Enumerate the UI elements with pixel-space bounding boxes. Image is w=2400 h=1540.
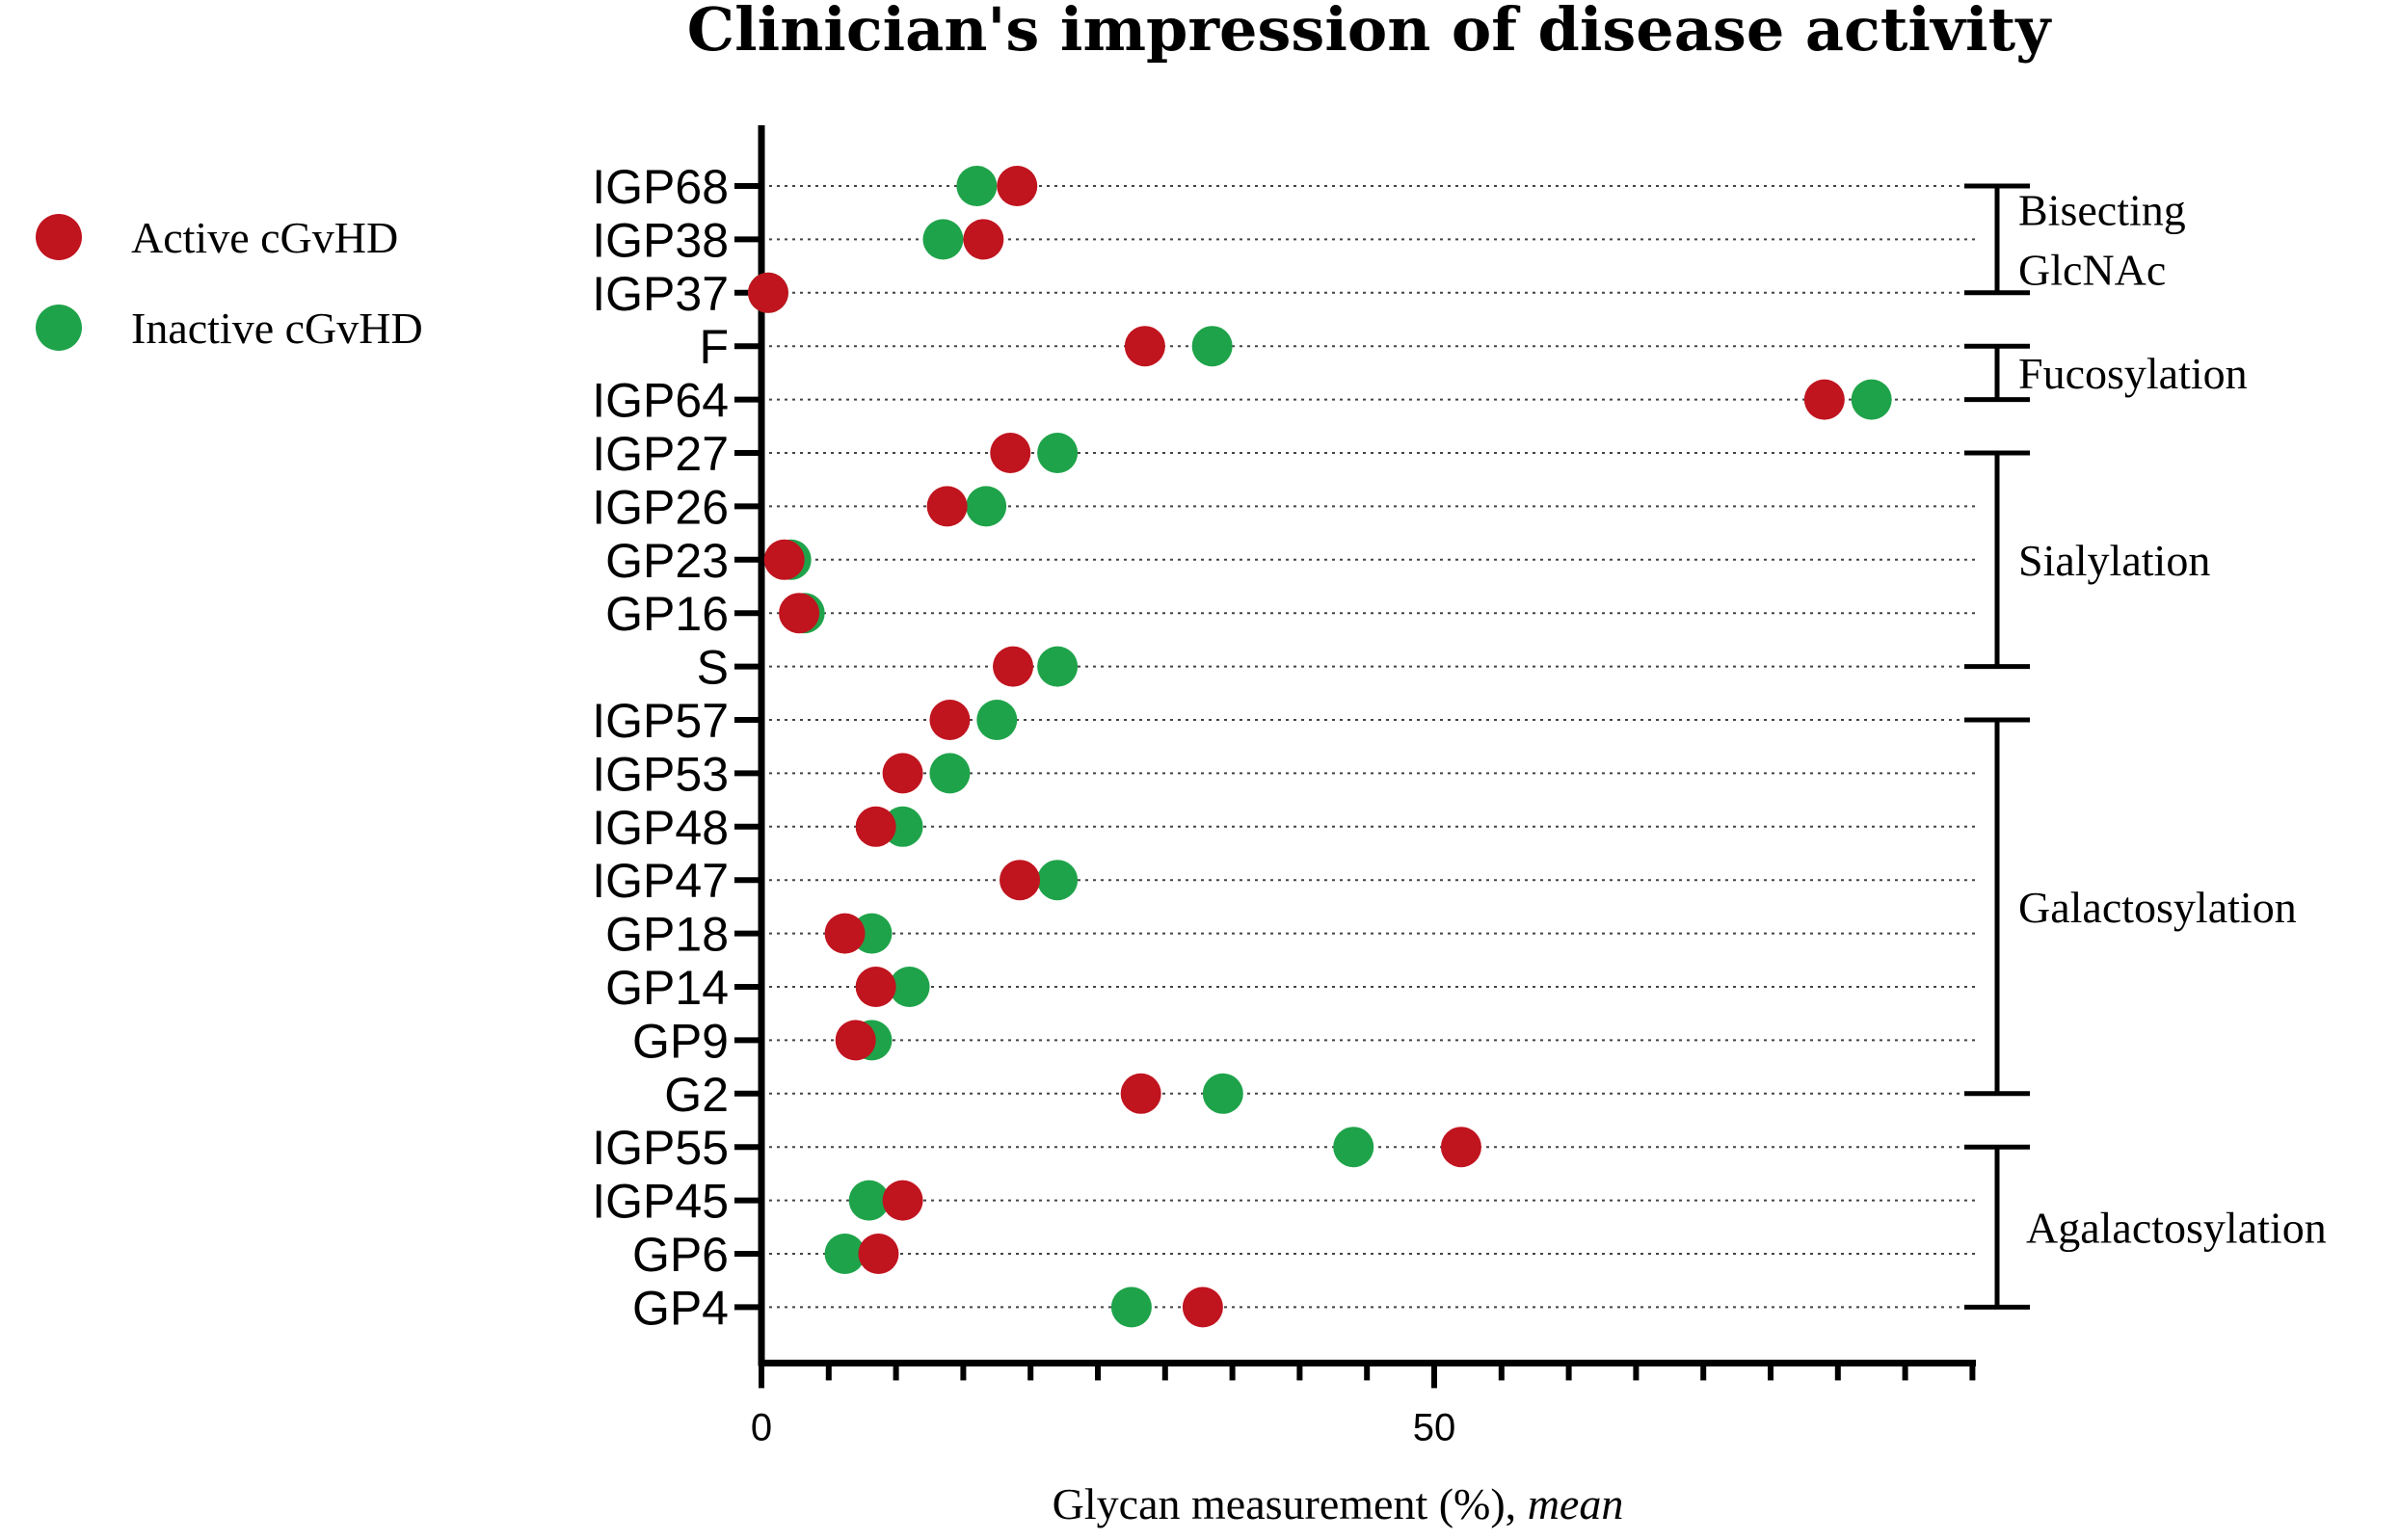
group-label-glcnac: GlcNAc xyxy=(2018,245,2166,294)
point-active-s xyxy=(993,646,1034,687)
category-label-igp57: IGP57 xyxy=(592,694,729,748)
point-inactive-g2 xyxy=(1202,1073,1243,1114)
point-active-gp6 xyxy=(858,1234,899,1274)
legend: Active cGvHD Inactive cGvHD xyxy=(36,213,423,353)
point-active-igp64 xyxy=(1803,379,1845,420)
legend-label-inactive: Inactive cGvHD xyxy=(131,304,423,353)
category-label-f: F xyxy=(699,320,729,374)
point-active-igp37 xyxy=(747,272,788,313)
category-label-igp45: IGP45 xyxy=(592,1175,729,1229)
group-bracket-fucosylation xyxy=(1964,343,2030,403)
point-active-gp16 xyxy=(779,593,820,634)
point-active-gp23 xyxy=(763,539,805,580)
point-active-igp57 xyxy=(929,700,971,740)
category-label-igp68: IGP68 xyxy=(592,160,729,214)
category-label-gp6: GP6 xyxy=(632,1228,729,1282)
category-label-gp4: GP4 xyxy=(632,1281,729,1335)
category-label-gp14: GP14 xyxy=(605,961,729,1015)
point-inactive-igp38 xyxy=(922,219,964,260)
group-label-bisecting: Bisecting xyxy=(2018,185,2186,234)
point-inactive-igp27 xyxy=(1037,433,1079,473)
group-bracket-agalactosylation xyxy=(1964,1144,2030,1310)
point-active-igp47 xyxy=(1000,860,1041,901)
legend-marker-inactive xyxy=(36,305,82,351)
category-label-igp27: IGP27 xyxy=(592,427,729,481)
category-label-gp16: GP16 xyxy=(605,587,729,641)
chart-title: Clinician's impression of disease activi… xyxy=(687,0,2052,65)
x-tick-labels: 0 50 xyxy=(751,1406,1455,1448)
category-label-igp47: IGP47 xyxy=(592,854,729,908)
point-active-igp55 xyxy=(1440,1127,1481,1168)
point-active-gp14 xyxy=(855,967,896,1007)
point-active-f xyxy=(1124,326,1165,367)
category-label-gp18: GP18 xyxy=(605,908,729,962)
point-inactive-igp64 xyxy=(1851,379,1892,420)
x-tick-label-50: 50 xyxy=(1413,1406,1456,1448)
point-inactive-igp53 xyxy=(929,753,971,794)
category-label-gp9: GP9 xyxy=(632,1014,729,1068)
point-active-igp45 xyxy=(882,1180,923,1221)
point-active-igp27 xyxy=(990,433,1031,473)
category-label-igp38: IGP38 xyxy=(592,213,729,267)
data-points xyxy=(747,166,1892,1328)
category-label-igp37: IGP37 xyxy=(592,267,729,321)
group-bracket-bisecting-glcnac xyxy=(1964,183,2030,296)
point-active-gp4 xyxy=(1182,1287,1223,1328)
point-active-igp53 xyxy=(882,753,923,794)
category-label-s: S xyxy=(697,641,729,695)
point-inactive-igp55 xyxy=(1333,1127,1374,1168)
category-labels: IGP68IGP38IGP37FIGP64IGP27IGP26GP23GP16S… xyxy=(592,160,729,1335)
point-active-igp38 xyxy=(963,219,1004,260)
point-inactive-igp45 xyxy=(848,1180,890,1221)
point-inactive-gp6 xyxy=(824,1234,866,1274)
category-label-igp55: IGP55 xyxy=(592,1121,729,1175)
point-active-igp68 xyxy=(997,166,1038,206)
point-active-igp48 xyxy=(855,806,896,847)
point-inactive-gp14 xyxy=(889,967,930,1007)
point-active-igp26 xyxy=(926,486,968,527)
group-bracket-sialylation xyxy=(1964,450,2030,670)
point-active-gp18 xyxy=(824,913,866,954)
group-bracket-galactosylation xyxy=(1964,717,2030,1097)
point-inactive-igp68 xyxy=(956,166,998,206)
point-inactive-igp26 xyxy=(966,486,1007,527)
point-inactive-f xyxy=(1191,326,1233,367)
category-label-igp64: IGP64 xyxy=(592,374,729,428)
category-label-igp26: IGP26 xyxy=(592,480,729,534)
category-label-igp53: IGP53 xyxy=(592,747,729,801)
legend-marker-active xyxy=(36,214,82,260)
point-active-g2 xyxy=(1120,1073,1161,1114)
x-tick-label-0: 0 xyxy=(751,1406,772,1448)
group-label-galactosylation: Galactosylation xyxy=(2018,883,2297,932)
point-inactive-igp57 xyxy=(976,700,1018,740)
group-label-agalactosylation: Agalactosylation xyxy=(2026,1203,2327,1252)
legend-label-active: Active cGvHD xyxy=(131,213,398,262)
category-label-gp23: GP23 xyxy=(605,534,729,588)
group-brackets: Bisecting GlcNAc Fucosylation Sialylation Ga… xyxy=(1964,183,2327,1310)
group-label-fucosylation: Fucosylation xyxy=(2018,349,2248,398)
point-inactive-igp47 xyxy=(1037,860,1079,901)
axes xyxy=(734,125,1976,1389)
category-label-g2: G2 xyxy=(664,1068,729,1122)
point-inactive-s xyxy=(1037,646,1079,687)
point-active-gp9 xyxy=(835,1020,876,1061)
group-label-sialylation: Sialylation xyxy=(2018,536,2210,585)
x-axis-label: Glycan measurement (%), mean xyxy=(1053,1479,1624,1528)
point-inactive-gp4 xyxy=(1110,1287,1152,1328)
category-label-igp48: IGP48 xyxy=(592,801,729,855)
grid-lines xyxy=(761,185,1976,1309)
